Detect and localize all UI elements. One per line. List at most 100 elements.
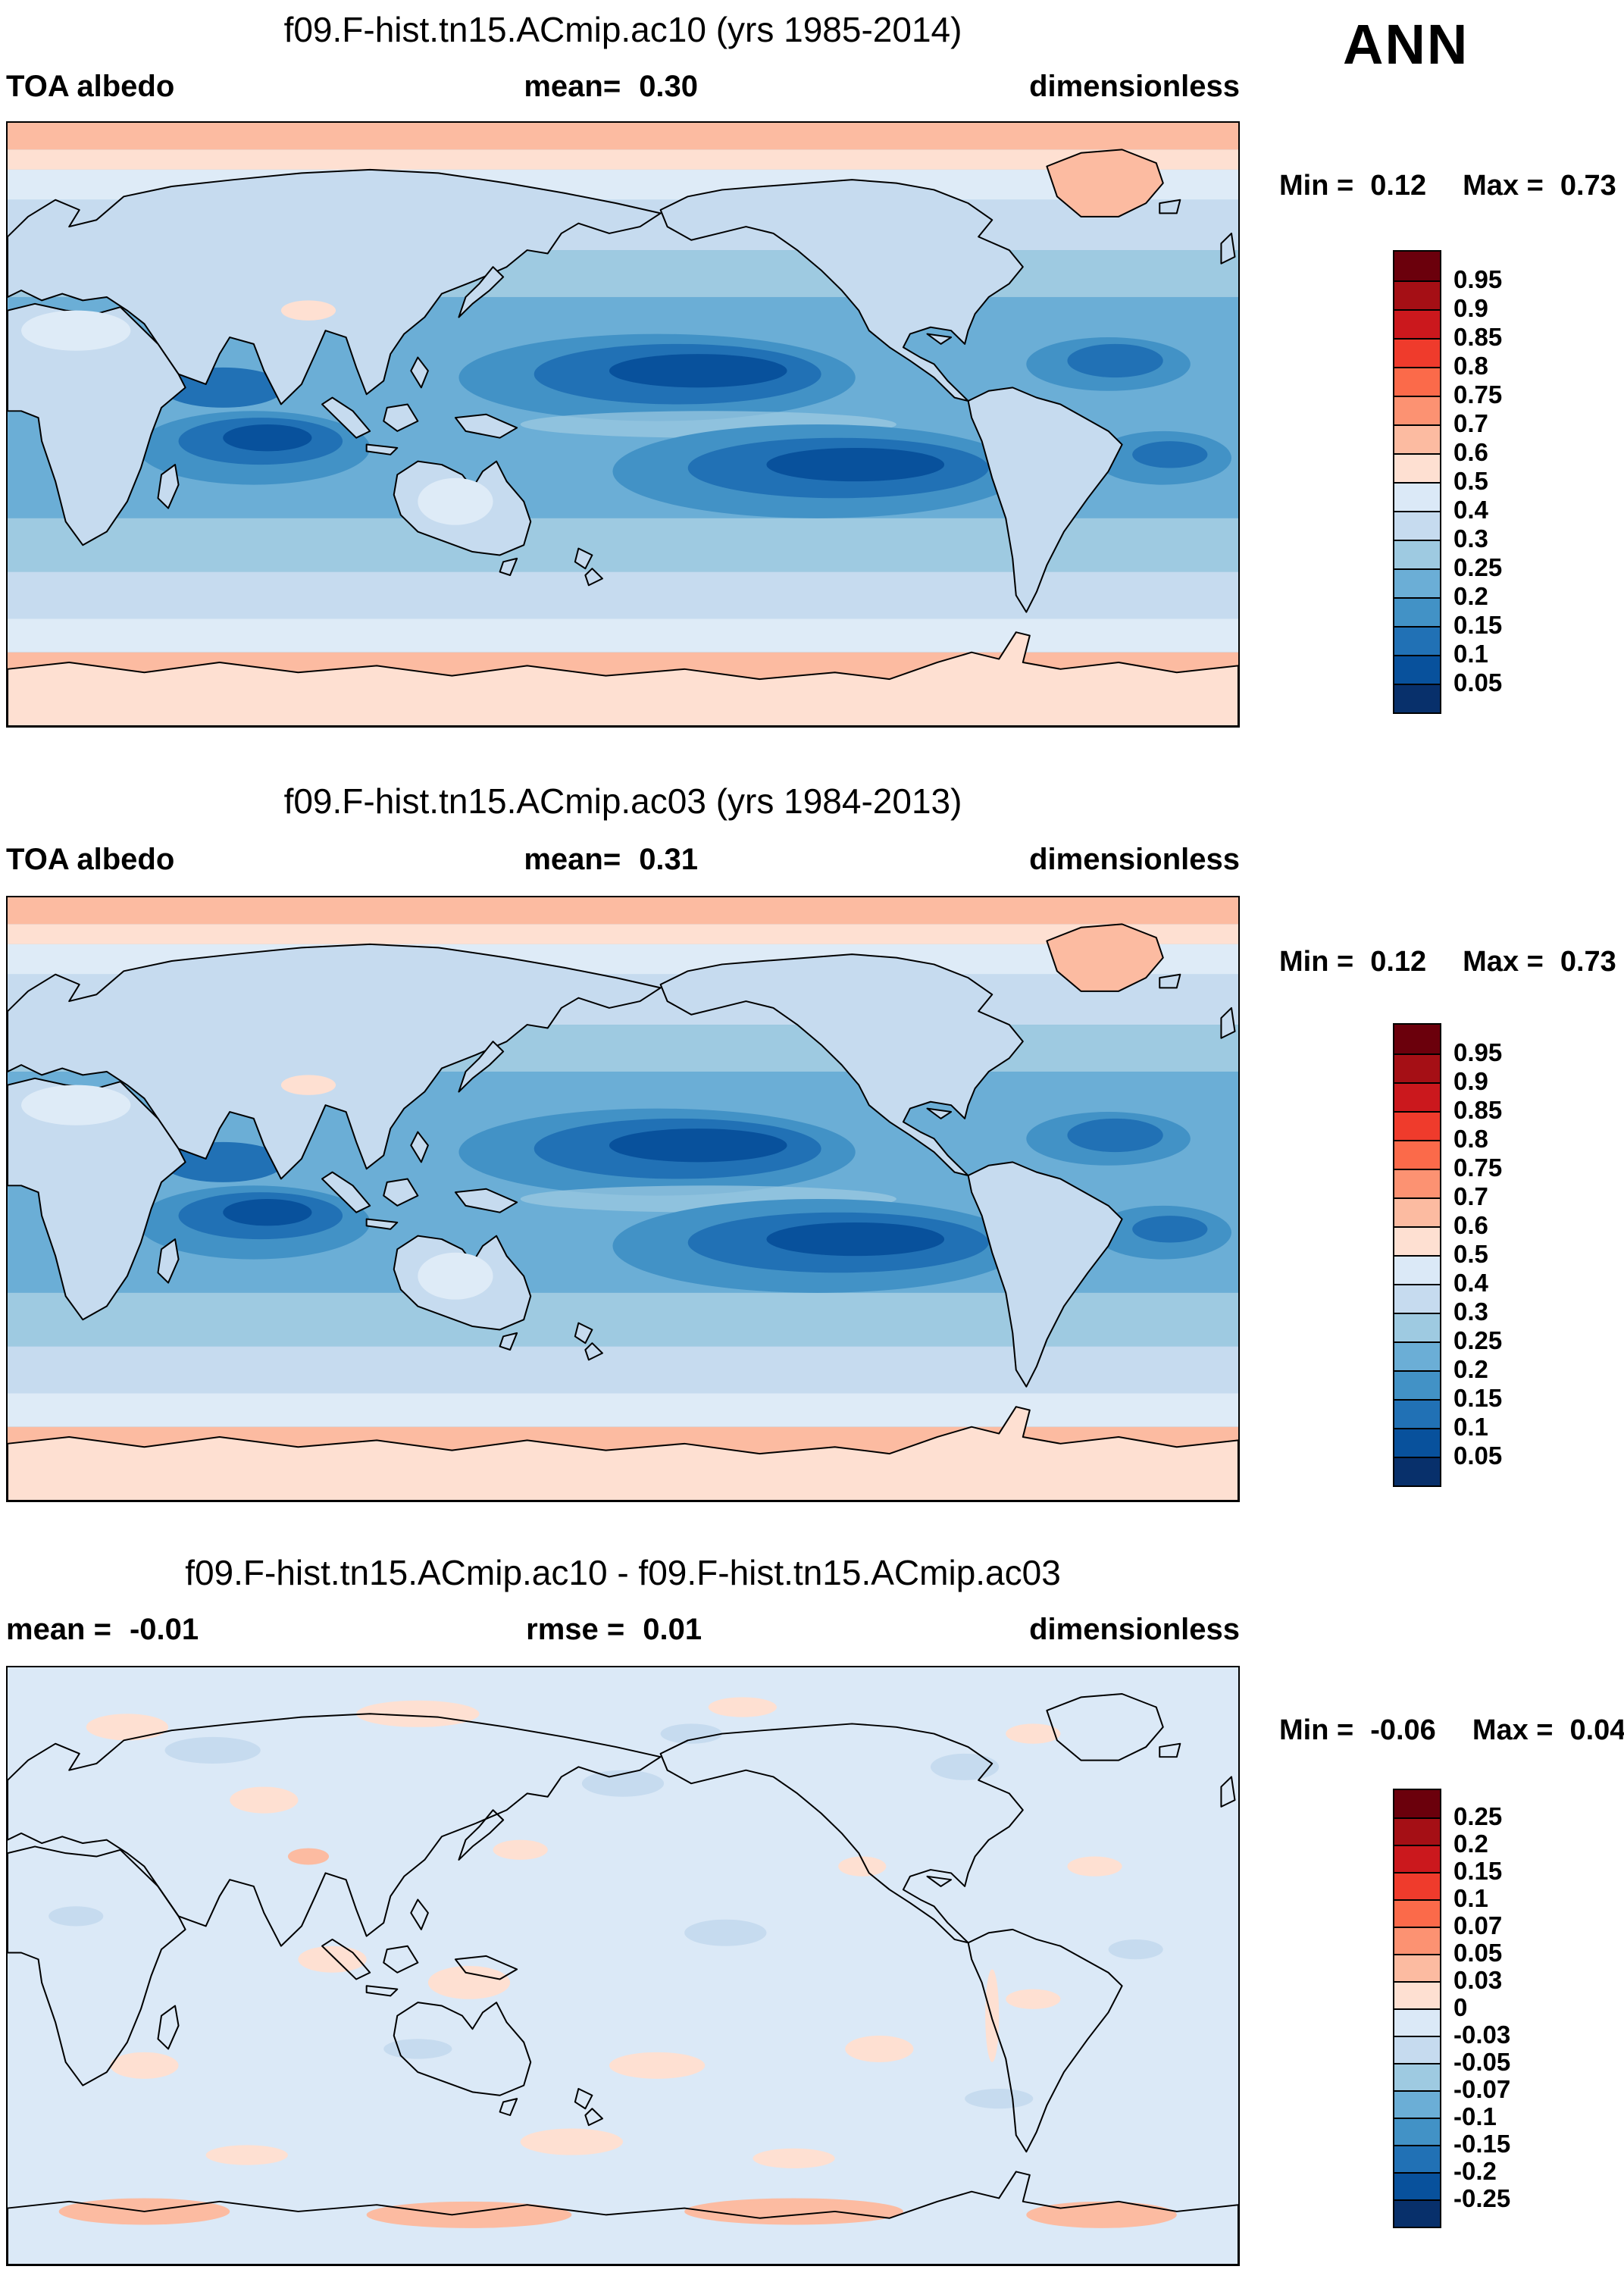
panel2-title: f09.F-hist.tn15.ACmip.ac03 (yrs 1984-201… [283,781,962,821]
panel3-mean-stat: mean = -0.01 [6,1613,199,1647]
colorbar-cell [1394,2118,1440,2145]
panel3-mean-label: mean = [6,1613,111,1646]
colorbar-cell [1394,396,1440,424]
colorbar-tick-label: 0.1 [1453,1884,1488,1913]
panel1-min-label: Min = [1279,170,1354,202]
colorbar-cell [1394,626,1440,655]
colorbar-tick-label: 0.25 [1453,553,1503,582]
colorbar-cell [1394,1954,1440,1981]
colorbar-tick-label: 0.95 [1453,265,1503,294]
colorbar-tick-label: -0.07 [1453,2075,1511,2104]
colorbar-tick-label: -0.25 [1453,2184,1511,2213]
panel3-colorbar-cells [1393,1789,1441,2228]
colorbar-tick-label: 0.25 [1453,1326,1503,1355]
colorbar-cell [1394,511,1440,540]
colorbar-cell [1394,597,1440,626]
colorbar-tick-label: 0.6 [1453,1211,1488,1240]
colorbar-cell [1394,1313,1440,1341]
panel3-max-value: 0.04 [1569,1714,1624,1746]
colorbar-cell [1394,338,1440,367]
colorbar-tick-label: 0.03 [1453,1966,1503,1995]
colorbar-tick-label: 0.75 [1453,1154,1503,1182]
panel3-title: f09.F-hist.tn15.ACmip.ac10 - f09.F-hist.… [185,1553,1061,1592]
panel2-min-label: Min = [1279,946,1354,978]
colorbar-cell [1394,424,1440,453]
colorbar-cell [1394,1140,1440,1169]
panel1-variable-label: TOA albedo [6,70,192,104]
colorbar-tick-label: -0.03 [1453,2021,1511,2049]
colorbar-tick-label: 0.85 [1453,1096,1503,1125]
colorbar-tick-label: 0.4 [1453,1269,1488,1298]
panel1-variable-text: TOA albedo [6,70,175,103]
colorbar-cell [1394,655,1440,684]
colorbar-tick-label: 0.25 [1453,1802,1503,1831]
panel1-map [6,121,1240,728]
colorbar-cell [1394,1226,1440,1255]
panel1-minmax: Min = 0.12 Max = 0.73 [1279,170,1616,202]
panel3-header: mean = -0.01 rmse = 0.01 dimensionless [6,1613,1240,1647]
panel2-header: TOA albedo mean= 0.31 dimensionless [6,843,1240,877]
panel2-units-label: dimensionless [1029,843,1240,876]
panel1-colorbar-cells [1393,250,1441,714]
colorbar-tick-label: -0.05 [1453,2048,1511,2077]
panel3-rmse-stat: rmse = 0.01 [526,1613,702,1647]
colorbar-cell [1394,1053,1440,1082]
colorbar-cell [1394,1341,1440,1370]
colorbar-cell [1394,1082,1440,1111]
panel3-minmax: Min = -0.06 Max = 0.04 [1279,1714,1624,1747]
colorbar-tick-label: 0.7 [1453,409,1488,438]
colorbar-tick-label: 0.3 [1453,524,1488,553]
colorbar-cell [1394,2063,1440,2090]
colorbar-tick-label: 0.2 [1453,582,1488,611]
panel2-colorbar-cells [1393,1023,1441,1487]
panel3-mean-value: -0.01 [129,1613,199,1646]
colorbar-tick-label: 0.5 [1453,467,1488,496]
colorbar-tick-label: -0.15 [1453,2130,1511,2158]
world-map-albedo-ac03 [8,897,1238,1501]
colorbar-cell [1394,1457,1440,1485]
colorbar-tick-label: 0.15 [1453,1384,1503,1413]
panel2-map [6,896,1240,1502]
colorbar-tick-label: 0.1 [1453,640,1488,668]
panel3-min-label: Min = [1279,1714,1354,1746]
panel3-rmse-label: rmse = [526,1613,625,1646]
panel2-max-value: 0.73 [1560,946,1616,978]
colorbar-tick-label: 0.15 [1453,1857,1503,1886]
colorbar-cell [1394,1899,1440,1927]
panel2-colorbar: 0.95 0.9 0.85 0.8 0.75 0.7 0.6 0.5 0.4 0.3 0.25 0.2… [1393,1023,1502,1487]
colorbar-cell [1394,280,1440,309]
colorbar-cell [1394,1845,1440,1872]
panel2-min-value: 0.12 [1370,946,1427,978]
panel1-mean-stat: mean= 0.30 [524,70,698,104]
colorbar-cell [1394,482,1440,511]
colorbar-tick-label: 0.2 [1453,1355,1488,1384]
colorbar-cell [1394,684,1440,712]
colorbar-cell [1394,1370,1440,1399]
colorbar-tick-label: -0.2 [1453,2157,1497,2186]
panel2-mean-stat: mean= 0.31 [524,843,698,877]
colorbar-tick-label: 0.07 [1453,1911,1503,1940]
panel2-minmax: Min = 0.12 Max = 0.73 [1279,946,1616,978]
colorbar-cell [1394,1981,1440,2008]
panel2-variable-label: TOA albedo [6,843,192,877]
colorbar-tick-label: 0.75 [1453,380,1503,409]
colorbar-cell [1394,1255,1440,1284]
colorbar-tick-label: 0.8 [1453,1125,1488,1154]
colorbar-cell [1394,1111,1440,1140]
colorbar-tick-label: 0.7 [1453,1182,1488,1211]
colorbar-tick-label: 0.1 [1453,1413,1488,1442]
colorbar-cell [1394,252,1440,280]
colorbar-tick-label: 0.6 [1453,438,1488,467]
panel1-max-value: 0.73 [1560,170,1616,202]
colorbar-cell [1394,1817,1440,1845]
colorbar-cell [1394,1927,1440,1954]
colorbar-tick-label: 0.15 [1453,611,1503,640]
panel2-variable-text: TOA albedo [6,843,175,876]
colorbar-cell [1394,2199,1440,2227]
panel1-mean-label: mean= [524,70,621,103]
panel3-min-value: -0.06 [1370,1714,1436,1746]
colorbar-cell [1394,2145,1440,2172]
panel1-min-value: 0.12 [1370,170,1427,202]
panel1-colorbar: 0.95 0.9 0.85 0.8 0.75 0.7 0.6 0.5 0.4 0.3 0.25 0.2… [1393,250,1502,714]
